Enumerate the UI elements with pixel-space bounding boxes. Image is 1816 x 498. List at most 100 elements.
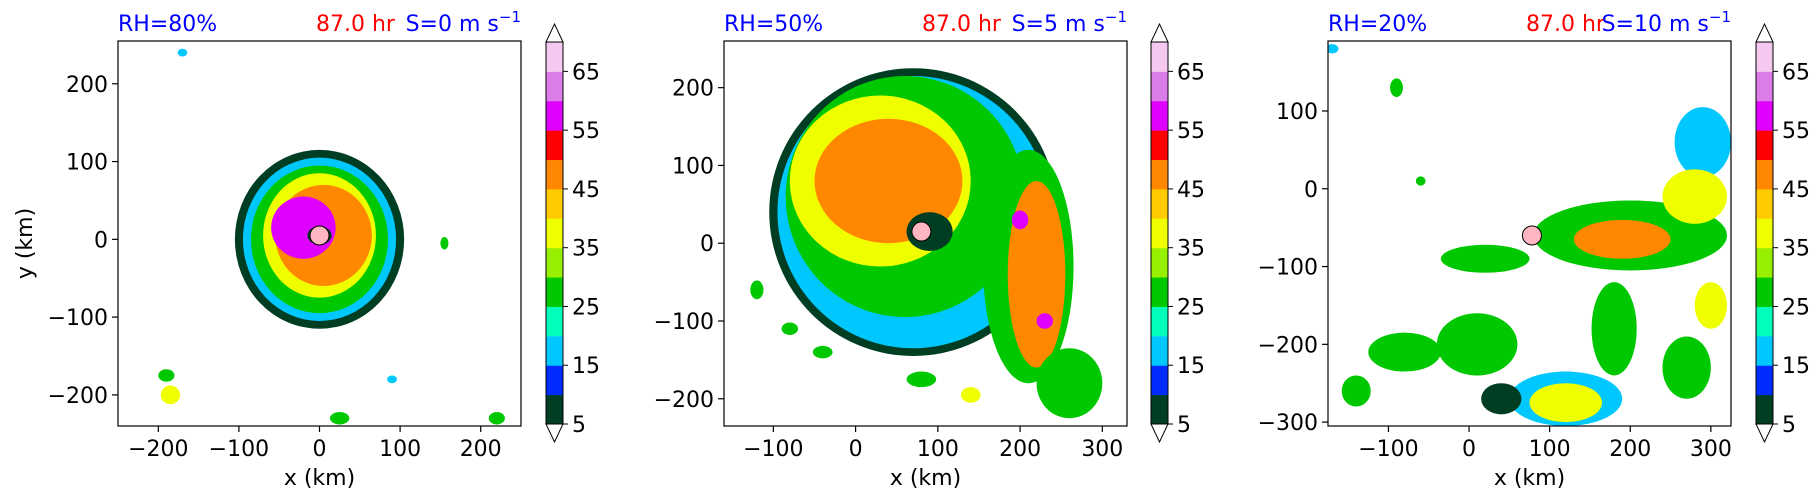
x-tick-label: −100 bbox=[1358, 437, 1418, 462]
reflectivity-cell bbox=[960, 387, 981, 403]
colorbar-segment bbox=[1756, 394, 1773, 425]
storm-center-marker bbox=[1521, 225, 1542, 246]
colorbar-frame bbox=[1755, 41, 1774, 425]
colorbar-tick-label: 45 bbox=[1782, 178, 1810, 203]
colorbar-tick-label: 55 bbox=[1782, 119, 1810, 144]
colorbar-extend-max bbox=[1755, 22, 1774, 43]
colorbar-extend-max bbox=[545, 22, 564, 43]
colorbar-segment bbox=[1151, 159, 1168, 190]
x-tick-label: −200 bbox=[128, 437, 188, 462]
reflectivity-cell bbox=[1436, 313, 1518, 376]
colorbar-tick-label: 65 bbox=[1177, 60, 1205, 85]
reflectivity-cell bbox=[1368, 332, 1441, 372]
y-tick-label: −200 bbox=[654, 388, 714, 413]
title-shear-exponent: −1 bbox=[499, 8, 521, 26]
colorbar-segment bbox=[1756, 42, 1773, 72]
colorbar-segment bbox=[546, 100, 563, 131]
y-tick-label: −300 bbox=[1258, 411, 1318, 436]
x-tick-label: 200 bbox=[999, 437, 1041, 462]
reflectivity-cell bbox=[1007, 181, 1066, 368]
colorbar-extend-min bbox=[1150, 423, 1169, 444]
colorbar-segment bbox=[546, 306, 563, 337]
colorbar-tick-label: 15 bbox=[1177, 354, 1205, 379]
x-tick-label: 200 bbox=[1609, 437, 1651, 462]
colorbar: 5 15 25 35 45 55 65 bbox=[545, 22, 600, 444]
colorbar-segment bbox=[1151, 306, 1168, 337]
colorbar-segment bbox=[546, 42, 563, 72]
colorbar-tick-label: 15 bbox=[572, 354, 600, 379]
y-tick-label: 200 bbox=[672, 77, 714, 102]
y-tick-label: −100 bbox=[1258, 256, 1318, 281]
reflectivity-cell bbox=[750, 280, 764, 300]
reflectivity-cell bbox=[1662, 336, 1711, 399]
colorbar-segment bbox=[1151, 394, 1168, 425]
colorbar-tick-label: 5 bbox=[1177, 413, 1191, 438]
reflectivity-cell bbox=[1674, 107, 1731, 178]
x-tick-label: 100 bbox=[917, 437, 959, 462]
reflectivity-field bbox=[750, 68, 1103, 419]
chart-panel-2: −100 0 100 200 300 −200 −100 0 100 200 x (km) RH=50… bbox=[654, 8, 1205, 491]
colorbar-tick-label: 15 bbox=[1782, 354, 1810, 379]
x-axis-label: x (km) bbox=[1494, 466, 1565, 491]
title-rh: RH=50% bbox=[724, 12, 823, 37]
reflectivity-cell bbox=[160, 385, 181, 405]
colorbar-segment bbox=[1151, 130, 1168, 161]
colorbar-tick-label: 45 bbox=[1177, 178, 1205, 203]
colorbar-tick-label: 25 bbox=[572, 295, 600, 320]
colorbar-segment bbox=[1756, 277, 1773, 307]
colorbar-segment bbox=[1151, 365, 1168, 396]
colorbar-tick-label: 55 bbox=[1177, 119, 1205, 144]
chart-panel-1: −200 −100 0 100 200 −200 −100 0 100 200 x (km) y (k… bbox=[13, 8, 600, 491]
y-axis-label: y (km) bbox=[13, 208, 38, 279]
colorbar-segment bbox=[546, 159, 563, 190]
colorbar-segment bbox=[546, 71, 563, 102]
colorbar-tick-label: 35 bbox=[1782, 237, 1810, 262]
colorbar-segment bbox=[546, 130, 563, 161]
colorbar-tick-label: 65 bbox=[572, 60, 600, 85]
reflectivity-cell bbox=[1529, 383, 1603, 423]
x-tick-label: −100 bbox=[743, 437, 803, 462]
reflectivity-cell bbox=[1036, 313, 1053, 329]
x-tick-label: 200 bbox=[460, 437, 502, 462]
y-tick-label: −100 bbox=[48, 306, 108, 331]
reflectivity-cell bbox=[158, 369, 175, 382]
reflectivity-cell bbox=[177, 48, 188, 57]
reflectivity-cell bbox=[1415, 176, 1426, 186]
chart-panel-3: −100 0 100 200 300 −300 −200 −100 0 100 x (km) RH=2… bbox=[1258, 8, 1810, 491]
y-tick-label: 200 bbox=[66, 73, 108, 98]
y-tick-label: −200 bbox=[48, 384, 108, 409]
colorbar-extend-min bbox=[1755, 423, 1774, 444]
y-tick-label: 0 bbox=[700, 232, 714, 257]
x-tick-label: 100 bbox=[1529, 437, 1571, 462]
colorbar-segment bbox=[546, 365, 563, 396]
title-rh: RH=20% bbox=[1328, 12, 1427, 37]
reflectivity-cell bbox=[1390, 78, 1403, 97]
colorbar-tick-label: 55 bbox=[572, 119, 600, 144]
colorbar-segment bbox=[1151, 218, 1168, 249]
reflectivity-cell bbox=[440, 237, 449, 250]
reflectivity-cell bbox=[1341, 375, 1371, 407]
title-time: 87.0 hr bbox=[922, 12, 1002, 37]
colorbar: 5 15 25 35 45 55 65 bbox=[1755, 22, 1810, 444]
colorbar-segment bbox=[546, 247, 563, 278]
title-rh: RH=80% bbox=[118, 12, 217, 37]
colorbar-segment bbox=[1151, 100, 1168, 131]
colorbar-segment bbox=[546, 188, 563, 219]
y-tick-label: 100 bbox=[1276, 100, 1318, 125]
reflectivity-cell bbox=[387, 375, 397, 384]
colorbar-segment bbox=[1151, 247, 1168, 278]
colorbar-segment bbox=[1756, 71, 1773, 102]
title-shear-text: S=5 m s bbox=[1012, 12, 1105, 37]
colorbar-segment bbox=[1151, 277, 1168, 307]
y-tick-label: −200 bbox=[1258, 333, 1318, 358]
title-shear-text: S=10 m s bbox=[1602, 12, 1709, 37]
reflectivity-cell bbox=[329, 412, 350, 425]
colorbar-segment bbox=[1756, 218, 1773, 249]
colorbar-frame bbox=[1150, 41, 1169, 425]
colorbar-tick-label: 5 bbox=[1782, 413, 1796, 438]
storm-center-marker bbox=[911, 221, 932, 242]
reflectivity-cell bbox=[906, 371, 937, 388]
reflectivity-field bbox=[1328, 44, 1731, 426]
colorbar-segment bbox=[1756, 130, 1773, 161]
